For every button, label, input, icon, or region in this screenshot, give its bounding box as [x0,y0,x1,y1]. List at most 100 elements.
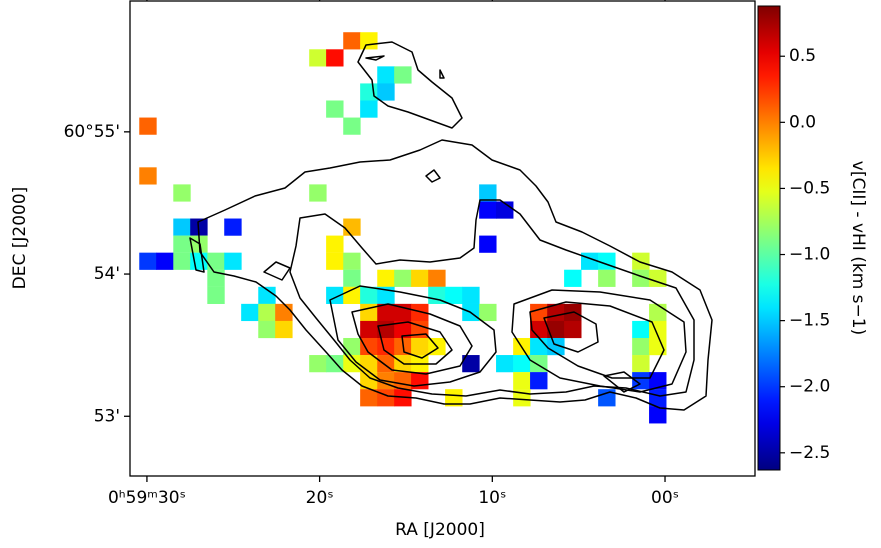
pixel [547,320,565,339]
pixel [258,320,276,339]
pixel [632,320,650,339]
colorbar-tick-label: −1.5 [789,311,830,331]
pixel [649,406,667,424]
pixel [496,355,514,373]
contour [401,333,439,359]
pixel [377,66,395,84]
pixel [275,303,293,322]
contour [543,311,599,353]
colorbar-tick-label: −0.5 [789,178,830,198]
pixel [428,269,446,287]
contour [289,199,695,397]
x-tick-label: 10ˢ [478,488,506,508]
pixel [649,303,667,322]
pixel [411,269,429,287]
colorbar-tick-label: −1.0 [789,245,830,265]
pixel [343,269,361,287]
y-tick-label: 60°55' [64,122,120,142]
pixel [326,49,344,67]
pixel [309,355,327,373]
pixel [326,252,344,270]
pixel [377,83,395,101]
pixel [275,320,293,339]
pixel [462,286,480,304]
pixel [649,372,667,390]
colorbar-tick-label: 0.5 [789,46,816,66]
pixel [360,303,378,322]
pixel [564,269,582,287]
pixel [241,303,259,322]
pixel [258,286,276,304]
pixel [258,303,276,322]
pixel [479,303,497,322]
contour [365,55,445,79]
pixel [649,337,667,356]
x-tick-label: 0ʰ59ᵐ30ˢ [108,488,186,508]
pixel [343,355,361,373]
pixel [445,286,463,304]
pixel [632,355,650,373]
pixel [632,337,650,356]
pixel [479,184,497,202]
pixel [224,218,242,236]
pixel [445,389,463,407]
pixel [343,117,361,135]
pixel [564,320,582,339]
contour [351,303,473,375]
pixel [394,372,412,390]
pixel [513,372,531,390]
pixel [632,252,650,270]
pixel [394,66,412,84]
pixel [377,303,395,322]
x-tick-label: 00ˢ [651,488,679,508]
pixel [360,32,378,50]
contour [189,169,641,393]
pixel [411,337,429,356]
contour [197,139,713,411]
pixel [326,100,344,118]
pixel [173,184,191,202]
pixel [411,303,429,322]
pixel [343,337,361,356]
pixel [360,83,378,101]
pixel [343,218,361,236]
colorbar-tick-label: −2.5 [789,443,830,463]
pixel [428,286,446,304]
pixel [224,252,242,270]
pixel [462,355,480,373]
pixel [598,389,616,407]
pixel [360,100,378,118]
pixel [377,389,395,407]
pixel [394,269,412,287]
pixel [360,337,378,356]
pixel [173,235,191,253]
colorbar-label: v[CII] - vHI (km s−1) [848,161,868,335]
colorbar-tick-label: −2.0 [789,377,830,397]
colorbar-tick-label: 0.0 [789,112,816,132]
pixel [173,218,191,236]
pixel [207,252,225,270]
pixel [377,269,395,287]
pixel [377,337,395,356]
pixel [649,389,667,407]
pixel [173,252,191,270]
pixel [309,184,327,202]
plot-frame [129,0,756,477]
contour [329,285,497,387]
pixel-layer [139,32,667,424]
x-axis-label: RA [J2000] [395,520,485,540]
x-tick-label: 20ˢ [306,488,334,508]
pixel [309,49,327,67]
pixel [360,286,378,304]
pixel [394,320,412,339]
contour [377,321,453,365]
pixel [360,372,378,390]
colorbar [757,5,781,471]
pixel [513,355,531,373]
contour [511,289,687,393]
pixel [326,235,344,253]
pixel [207,286,225,304]
pixel [139,167,157,185]
pixel [360,320,378,339]
